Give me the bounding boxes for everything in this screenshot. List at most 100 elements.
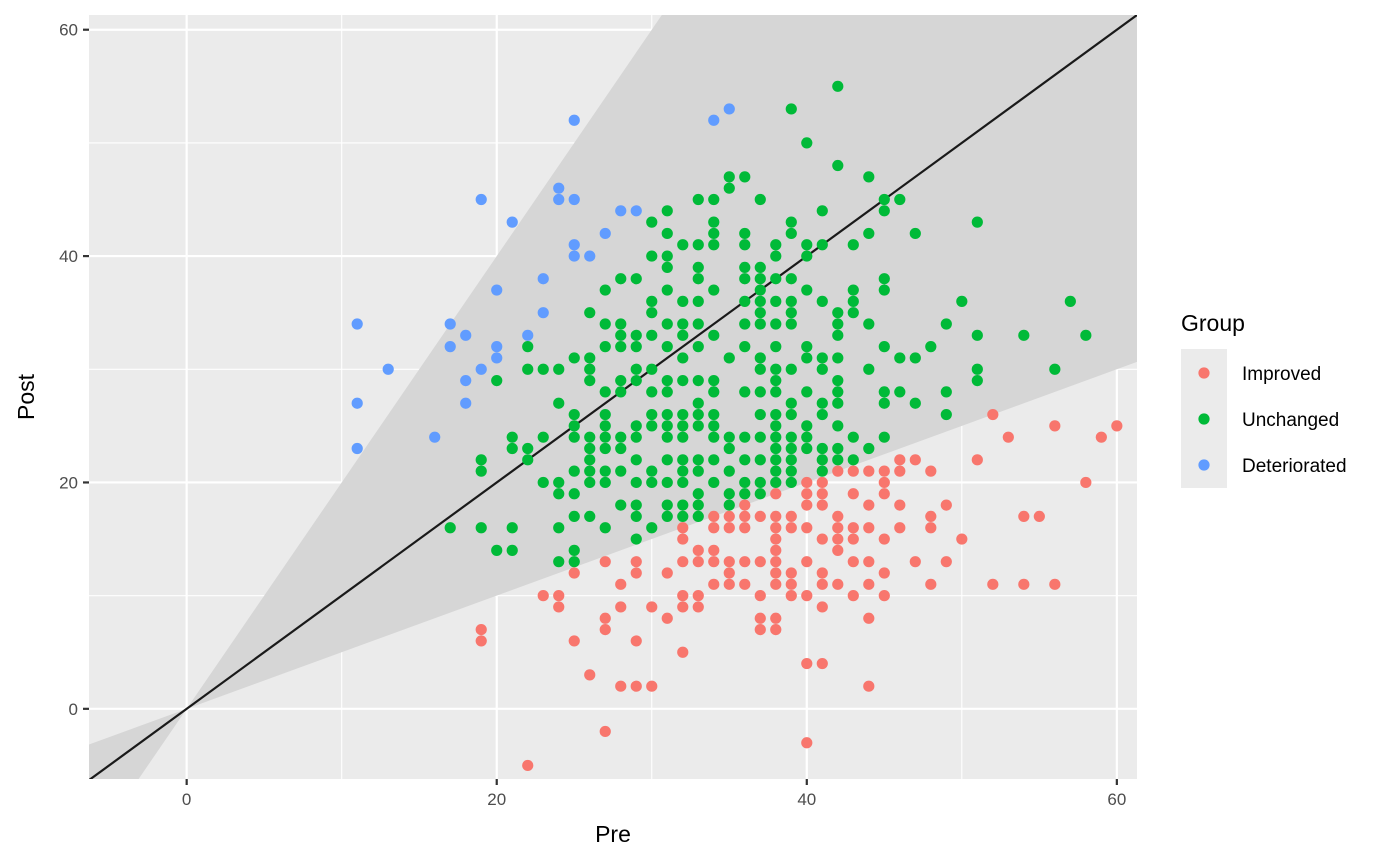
data-point (491, 352, 503, 364)
data-point (646, 386, 658, 398)
data-point (801, 137, 813, 149)
data-point (1018, 510, 1030, 523)
data-point (630, 510, 642, 523)
data-point (444, 522, 456, 534)
data-point (816, 295, 828, 307)
data-point (863, 556, 875, 568)
data-point (630, 635, 642, 647)
data-point (351, 442, 363, 455)
data-point (661, 284, 673, 296)
data-point (584, 431, 596, 443)
data-point (847, 239, 859, 251)
data-point (584, 510, 596, 523)
data-point (630, 680, 642, 692)
data-point (754, 193, 766, 206)
data-point (708, 329, 720, 341)
data-point (708, 578, 720, 590)
y-tick-label: 60 (59, 21, 78, 40)
data-point (770, 522, 782, 534)
data-point (615, 329, 627, 341)
data-point (599, 442, 611, 455)
data-point (847, 295, 859, 307)
data-point (584, 363, 596, 375)
data-point (739, 522, 751, 534)
data-point (847, 284, 859, 296)
data-point (661, 374, 673, 387)
data-point (677, 431, 689, 443)
data-point (677, 601, 689, 613)
data-point (630, 533, 642, 545)
data-point (615, 578, 627, 590)
data-point (770, 556, 782, 568)
data-point (987, 408, 999, 421)
data-point (754, 307, 766, 319)
data-point (847, 522, 859, 534)
data-point (832, 533, 844, 545)
data-point (1080, 329, 1092, 341)
data-point (661, 386, 673, 398)
data-point (785, 476, 797, 489)
data-point (708, 476, 720, 489)
data-point (739, 454, 751, 466)
data-point (522, 454, 534, 466)
data-point (661, 612, 673, 624)
data-point (894, 193, 906, 206)
data-point (723, 352, 735, 364)
data-point (754, 510, 766, 523)
data-point (894, 499, 906, 511)
data-point (615, 318, 627, 330)
data-point (940, 318, 952, 330)
data-point (801, 499, 813, 511)
series-deteriorated (351, 103, 735, 455)
data-point (832, 465, 844, 477)
data-point (537, 476, 549, 489)
data-point (832, 329, 844, 341)
data-point (770, 239, 782, 251)
data-point (708, 193, 720, 206)
data-point (925, 522, 937, 534)
data-point (801, 556, 813, 568)
data-point (785, 408, 797, 421)
data-point (770, 454, 782, 466)
data-point (553, 363, 565, 375)
data-point (568, 193, 580, 206)
data-point (940, 499, 952, 511)
data-point (754, 363, 766, 375)
data-point (568, 250, 580, 262)
data-point (785, 295, 797, 307)
data-point (630, 499, 642, 511)
data-point (382, 363, 394, 375)
data-point (754, 273, 766, 285)
data-point (723, 103, 735, 115)
reference-line (89, 15, 1137, 779)
data-point (553, 397, 565, 409)
data-point (615, 374, 627, 387)
data-point (692, 556, 704, 568)
data-point (723, 499, 735, 511)
data-point (646, 465, 658, 477)
data-point (847, 454, 859, 466)
data-point (677, 522, 689, 534)
data-point (615, 341, 627, 353)
data-point (537, 307, 549, 319)
data-point (925, 578, 937, 590)
data-point (584, 250, 596, 262)
data-point (568, 408, 580, 421)
y-axis-title: Post (13, 373, 39, 420)
data-point (909, 397, 921, 409)
data-point (971, 374, 983, 387)
data-point (568, 420, 580, 432)
data-point (475, 454, 487, 466)
data-point (816, 476, 828, 489)
data-point (661, 318, 673, 330)
data-point (940, 408, 952, 421)
data-point (615, 499, 627, 511)
data-point (661, 227, 673, 240)
data-point (754, 431, 766, 443)
data-point (863, 227, 875, 240)
data-point (692, 341, 704, 353)
data-point (553, 193, 565, 206)
data-point (909, 227, 921, 240)
data-point (646, 329, 658, 341)
data-point (1033, 510, 1045, 523)
